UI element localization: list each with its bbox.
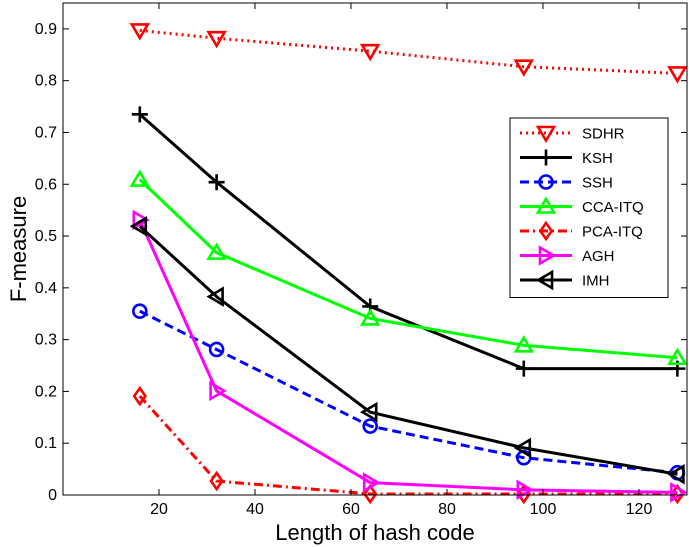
data-point-pca-itq [132, 385, 147, 407]
ticks-layer: 20 40 60 80 100 120 0 0.1 0.2 0.3 0.4 0.5 0.6 0.7 0.8 0… [35, 3, 687, 518]
series-imh [129, 215, 685, 485]
data-point-ssh [132, 303, 148, 319]
legend-label-ksh: KSH [582, 150, 613, 167]
data-point-sdhr [359, 43, 381, 62]
data-point-sdhr [129, 23, 151, 41]
data-point-ssh [208, 341, 225, 358]
series-sdhr [129, 23, 688, 84]
data-point-imh [513, 437, 532, 459]
data-point-agh [132, 209, 150, 231]
y-tick-label: 0.1 [35, 435, 57, 452]
data-point-ksh [515, 360, 532, 377]
series-line-pca-itq [138, 395, 678, 496]
y-tick-label: 0.9 [35, 21, 57, 38]
data-point-cca-itq [359, 308, 381, 326]
data-point-ksh [208, 174, 225, 191]
data-point-pca-itq [363, 483, 378, 505]
legend-label-sdhr: SDHR [582, 126, 625, 143]
data-point-sdhr [513, 59, 535, 77]
y-tick-label: 0.7 [35, 124, 57, 141]
data-point-imh [360, 401, 378, 423]
x-tick-label: 120 [626, 501, 653, 518]
legend-label-imh: IMH [582, 273, 610, 290]
data-point-ssh [362, 418, 379, 434]
legend: SDHR KSH SSH CCA-ITQ PCA-ITQ AGH IMH [509, 117, 669, 298]
y-tick-label: 0.6 [35, 176, 57, 193]
y-tick-label: 0.8 [35, 73, 57, 90]
series-ksh [131, 106, 686, 377]
legend-marker-cca-itq [535, 196, 557, 214]
legend-marker-ssh [538, 174, 554, 190]
legend-label-cca-itq: CCA-ITQ [582, 199, 644, 216]
y-tick-label: 0.5 [35, 228, 57, 245]
data-point-imh [129, 215, 148, 237]
data-point-imh [667, 464, 685, 485]
legend-marker-pca-itq [538, 220, 554, 242]
data-point-agh [209, 380, 227, 402]
series-line-agh [138, 219, 678, 494]
y-axis-label: F-measure [6, 196, 31, 302]
legend-marker-imh [535, 269, 554, 291]
legend-label-pca-itq: PCA-ITQ [582, 224, 643, 241]
y-tick-label: 0.2 [35, 383, 57, 400]
x-tick-label: 40 [246, 501, 264, 518]
x-tick-label: 20 [150, 501, 168, 518]
legend-marker-agh [538, 245, 557, 266]
data-point-agh [670, 482, 688, 503]
legend-label-ssh: SSH [582, 175, 613, 192]
x-tick-label: 60 [342, 501, 360, 518]
data-point-ksh [131, 106, 148, 123]
data-point-agh [516, 479, 534, 501]
series-line-imh [138, 225, 678, 476]
x-axis-label: Length of hash code [275, 520, 474, 545]
legend-label-agh: AGH [582, 248, 615, 265]
legend-marker-sdhr [535, 125, 557, 144]
data-point-cca-itq [129, 169, 151, 187]
series-cca-itq [129, 169, 688, 366]
data-point-cca-itq [206, 242, 227, 260]
data-point-pca-itq [209, 470, 224, 492]
series-agh [132, 209, 688, 503]
y-tick-label: 0.3 [35, 332, 57, 349]
legend-marker-ksh [538, 149, 554, 166]
series-layer [129, 23, 688, 505]
data-point-sdhr [667, 66, 688, 84]
data-point-cca-itq [667, 347, 688, 366]
y-tick-label: 0 [48, 487, 57, 504]
x-tick-label: 100 [530, 501, 557, 518]
data-point-cca-itq [513, 335, 535, 353]
plot-frame [62, 2, 688, 496]
series-line-cca-itq [138, 178, 678, 360]
data-point-imh [206, 286, 224, 307]
data-point-sdhr [206, 30, 227, 49]
y-tick-label: 0.4 [35, 280, 57, 297]
data-point-agh [362, 472, 381, 493]
x-tick-label: 80 [438, 501, 456, 518]
